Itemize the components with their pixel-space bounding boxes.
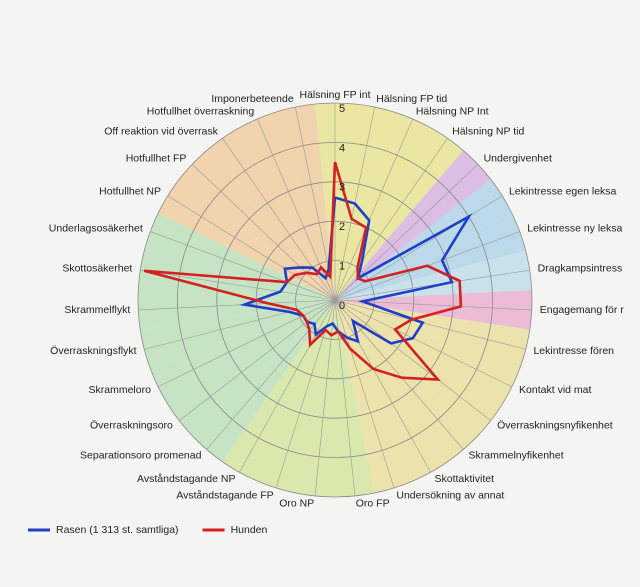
category-label: Oro FP [356,498,390,510]
sector [335,104,394,300]
y-tick-label: 5 [339,103,345,115]
y-tick-label: 2 [339,221,345,233]
category-label: Separationsoro promenad [80,449,202,461]
sector [239,112,335,300]
sector [206,127,335,300]
sector [335,213,526,300]
spoke [158,299,336,388]
sector [167,300,335,436]
sector [140,300,335,369]
sector [335,300,520,405]
category-label: Lekintresse ny leksa [527,223,622,235]
sector [138,250,335,300]
category-label: Avståndstagande NP [137,473,235,485]
spoke [334,299,532,311]
sector [335,300,448,482]
spoke [239,299,336,473]
spoke [334,299,464,450]
spoke [192,164,336,301]
series-line [239,195,473,345]
spoke [334,299,512,388]
sector [335,290,532,330]
category-label: Hälsning NP tid [452,126,524,138]
category-label: Överraskningsoro [90,419,173,431]
spoke [334,118,413,301]
category-label: Oro NP [279,498,314,510]
category-label: Kontakt vid mat [519,384,591,396]
category-label: Skrammeloro [89,384,152,396]
sector [335,300,530,369]
sector [335,179,512,300]
legend-label: Hunden [231,524,268,536]
spoke [314,299,336,497]
spoke [179,299,336,421]
sector [138,290,335,330]
y-tick-label: 1 [339,261,345,273]
y-tick-label: 0 [339,300,345,312]
category-label: Dragkampsintress [538,263,623,275]
category-label: Överraskningsnyfikenhet [497,419,613,431]
category-label: Hälsning NP Int [416,105,489,117]
spoke [144,299,336,350]
legend-label: Rasen (1 313 st. samtliga) [56,524,179,536]
sector [335,250,532,300]
category-label: Undergivenhet [484,153,552,165]
category-label: Hotfullhet NP [99,185,161,197]
sector [295,300,335,497]
category-label: Imponerbeteende [211,93,293,105]
spoke [334,299,395,489]
spoke [334,299,431,473]
sector [158,179,335,300]
category-label: Lekintresse egen leksa [509,185,617,197]
category-label: Lekintresse fören [533,345,614,357]
sector [222,300,335,482]
sector [335,300,375,497]
category-label: Hälsning FP tid [376,93,447,105]
category-label: Överraskningsflykt [50,345,136,357]
sector [335,127,464,300]
category-label: Off reaktion vid överrask [104,126,218,138]
sector [276,104,335,300]
category-label: Skottosäkerhet [62,263,132,275]
sector [257,300,335,493]
category-label: Skrammelnyfikenhet [469,449,564,461]
category-label: Hotfullhet FP [126,153,187,165]
category-label: Hotfullhet överraskning [147,105,255,117]
category-label: Underlagsosäkerhet [49,223,143,235]
category-label: Skrammelflykt [64,304,130,316]
spoke [167,195,336,301]
category-label: Avståndstagande FP [176,489,273,501]
category-label: Hälsning FP int [299,89,370,101]
sector [335,112,431,300]
category-label: Skottaktivitet [434,473,494,485]
category-label: Engagemang för r [540,304,625,316]
spoke [334,299,491,421]
sector [192,300,335,462]
y-tick-label: 3 [339,182,345,194]
spoke [150,231,336,301]
spoke [138,299,336,311]
spoke [334,299,526,350]
sector [335,300,413,493]
spoke [334,138,448,301]
y-tick-label: 4 [339,142,345,154]
category-label: Undersökning av annat [396,489,504,501]
sector [150,300,335,405]
sector [335,300,478,462]
spoke [334,195,503,301]
series-line [143,161,463,382]
spoke [140,269,336,301]
